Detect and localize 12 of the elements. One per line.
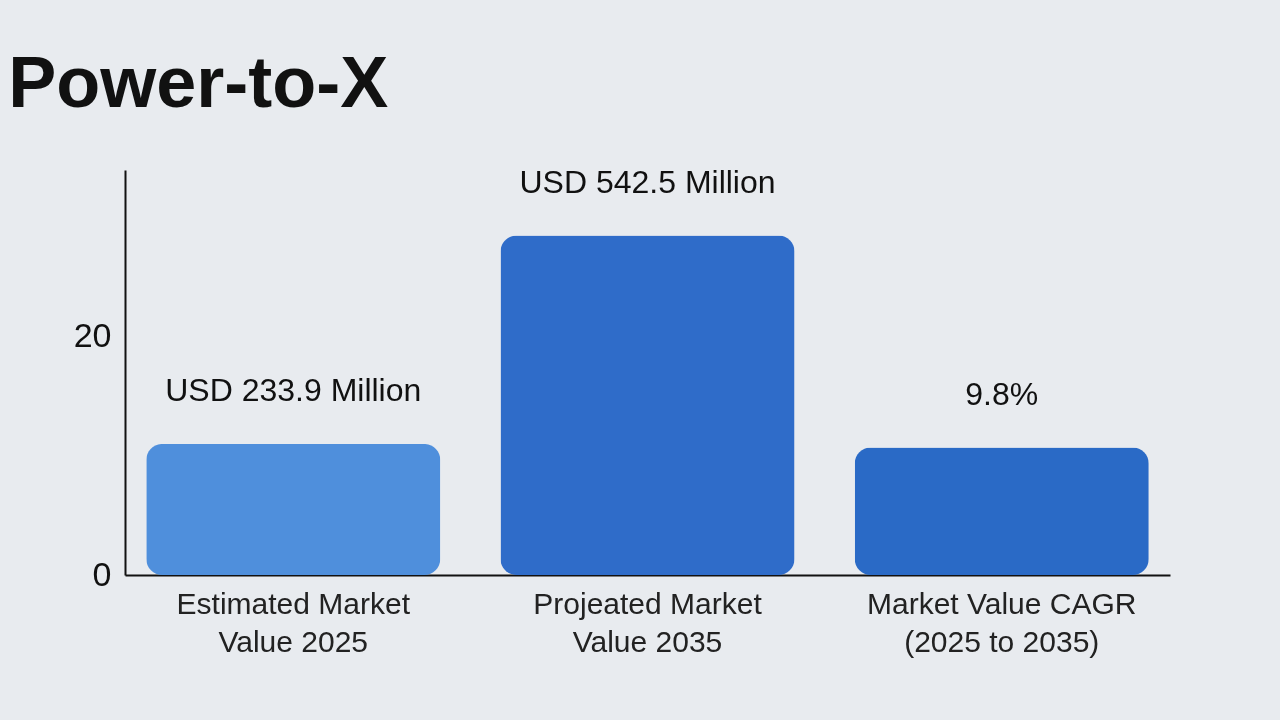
annotation: USD 542.5 Million bbox=[519, 163, 776, 200]
annotation: 9.8% bbox=[965, 375, 1039, 412]
y-tick-label: 0 bbox=[92, 554, 112, 593]
x-tick-label: Market Value CAGR (2025 to 2035) bbox=[866, 586, 1137, 658]
x-tick-label: Estimated Market Value 2025 bbox=[176, 586, 411, 658]
annotation: USD 233.9 Million bbox=[165, 371, 422, 408]
y-tick-label: 20 bbox=[73, 316, 112, 355]
bar bbox=[500, 235, 795, 575]
bar bbox=[146, 443, 441, 575]
chart-title: Power-to-X bbox=[8, 41, 389, 122]
x-tick-label: Projeated Market Value 2035 bbox=[533, 586, 763, 658]
bar bbox=[854, 447, 1149, 575]
